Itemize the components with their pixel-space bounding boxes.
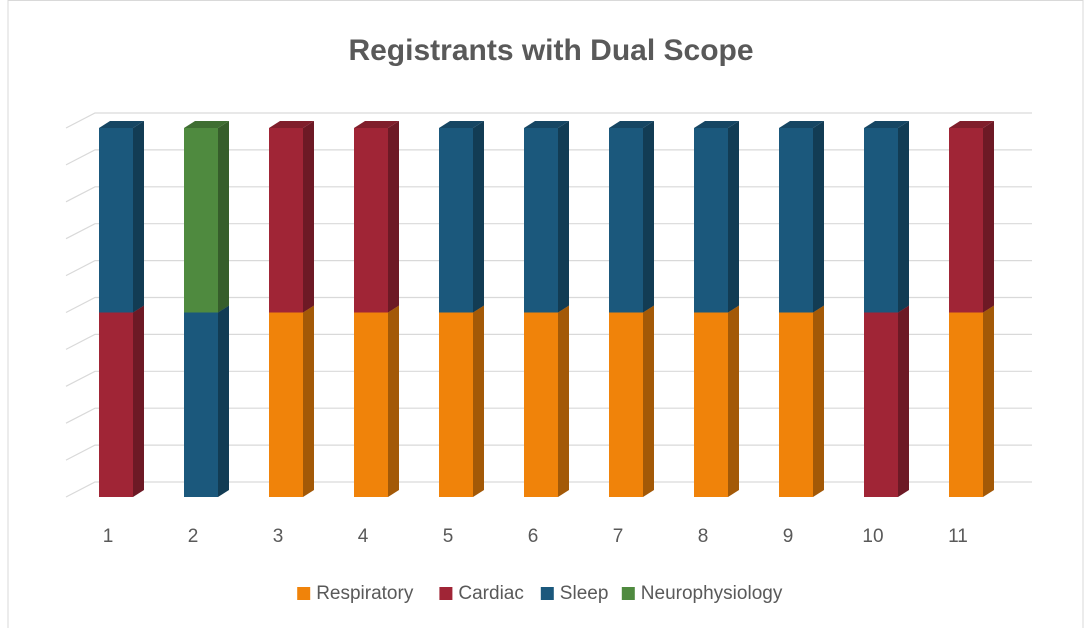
legend-label: Sleep	[560, 583, 609, 604]
bar-side	[558, 305, 569, 497]
x-tick-label: 9	[783, 526, 794, 547]
bar-side	[558, 121, 569, 313]
legend-label: Neurophysiology	[641, 583, 783, 604]
x-tick-label: 1	[103, 526, 114, 547]
bar-side	[388, 121, 399, 313]
bar-segment	[609, 128, 643, 313]
x-tick-label: 10	[862, 526, 883, 547]
bar-segment	[694, 128, 728, 313]
bar-segment	[694, 312, 728, 497]
bar-side	[133, 305, 144, 497]
bar-side	[473, 121, 484, 313]
x-tick-label: 4	[358, 526, 369, 547]
bar-top	[694, 121, 739, 128]
bar-side	[218, 305, 229, 497]
bar-segment	[779, 312, 813, 497]
x-tick-label: 8	[698, 526, 709, 547]
bar-side	[813, 121, 824, 313]
grid-line	[65, 112, 1032, 129]
bar-segment	[354, 128, 388, 313]
bar-segment	[439, 128, 473, 313]
bar-segment	[949, 312, 983, 497]
bar-segment	[99, 128, 133, 313]
legend-swatch	[297, 587, 311, 600]
legend-swatch	[540, 587, 554, 600]
x-tick-label: 3	[273, 526, 284, 547]
bar-side	[728, 305, 739, 497]
x-tick-label: 2	[188, 526, 199, 547]
bar-top	[779, 121, 824, 128]
bar-side	[898, 305, 909, 497]
x-tick-label: 7	[613, 526, 624, 547]
legend-label: Respiratory	[316, 583, 414, 604]
bar-top	[99, 121, 144, 128]
bar-segment	[269, 312, 303, 497]
bar-segment	[184, 312, 218, 497]
x-tick-label: 5	[443, 526, 454, 547]
chart-title: Registrants with Dual Scope	[348, 34, 753, 67]
bar-top	[864, 121, 909, 128]
bar-segment	[864, 312, 898, 497]
bar-side	[388, 305, 399, 497]
bar-top	[949, 121, 994, 128]
bar-side	[473, 305, 484, 497]
bar-segment	[609, 312, 643, 497]
bar-side	[303, 121, 314, 313]
legend-swatch	[621, 587, 635, 600]
bar-segment	[269, 128, 303, 313]
bar-top	[609, 121, 654, 128]
legend-label: Cardiac	[458, 583, 523, 604]
bar-side	[983, 121, 994, 313]
bar-side	[813, 305, 824, 497]
bar-side	[643, 305, 654, 497]
bar-top	[184, 121, 229, 128]
bar-segment	[779, 128, 813, 313]
bar-segment	[99, 312, 133, 497]
bar-top	[524, 121, 569, 128]
bar-segment	[524, 128, 558, 313]
bar-side	[983, 305, 994, 497]
x-tick-label: 11	[948, 526, 968, 547]
bar-segment	[949, 128, 983, 313]
bar-segment	[439, 312, 473, 497]
bar-side	[303, 305, 314, 497]
x-tick-label: 6	[528, 526, 539, 547]
bar-top	[354, 121, 399, 128]
bar-segment	[524, 312, 558, 497]
bar-side	[898, 121, 909, 313]
bar-segment	[864, 128, 898, 313]
bar-side	[133, 121, 144, 313]
bar-side	[643, 121, 654, 313]
bar-top	[439, 121, 484, 128]
bar-segment	[184, 128, 218, 313]
bar-segment	[354, 312, 388, 497]
bar-side	[218, 121, 229, 313]
bar-top	[269, 121, 314, 128]
bar-side	[728, 121, 739, 313]
legend-swatch	[439, 587, 453, 600]
